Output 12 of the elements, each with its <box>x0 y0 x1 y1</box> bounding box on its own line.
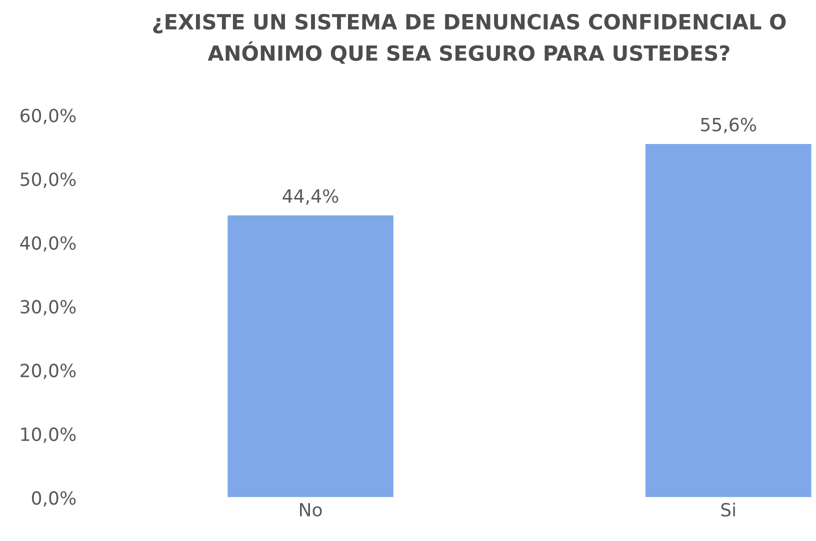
y-tick-label: 10,0% <box>21 427 76 443</box>
data-label: 55,6% <box>701 118 756 134</box>
y-tick-label: 30,0% <box>20 300 76 316</box>
chart-title: ¿EXISTE UN SISTEMA DE DENUNCIAS CONFIDENCIAL O ANÓNIMO QUE SEA SEGURO PARA USTEDES? <box>153 14 786 64</box>
y-tick-label: 20,0% <box>20 364 76 380</box>
y-tick-label: 50,0% <box>20 172 76 188</box>
y-tick-label: 60,0% <box>20 108 76 124</box>
x-tick-label: Si <box>721 502 735 517</box>
y-tick-label: 40,0% <box>20 236 76 252</box>
y-tick-label: 0,0% <box>32 491 76 507</box>
data-label: 44,4% <box>282 189 338 205</box>
x-tick-label: No <box>300 503 322 517</box>
